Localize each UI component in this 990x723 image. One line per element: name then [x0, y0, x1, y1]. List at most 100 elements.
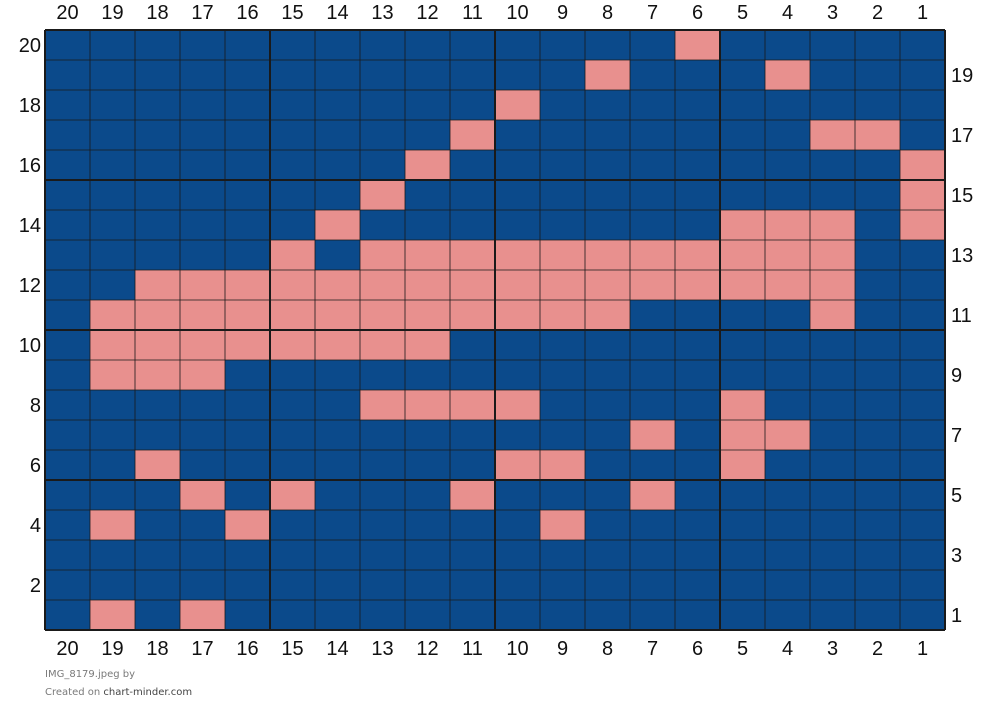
cell-highlighted — [135, 300, 180, 330]
cell — [45, 210, 90, 240]
cell — [585, 480, 630, 510]
cell — [450, 600, 495, 630]
cell — [900, 30, 945, 60]
cell — [45, 120, 90, 150]
cell — [675, 480, 720, 510]
column-label-bottom: 11 — [462, 638, 483, 660]
cell — [900, 510, 945, 540]
cell — [765, 390, 810, 420]
cell — [765, 540, 810, 570]
cell — [45, 480, 90, 510]
cell — [180, 570, 225, 600]
column-label-bottom: 12 — [416, 638, 438, 660]
cell-highlighted — [495, 270, 540, 300]
cell — [900, 60, 945, 90]
cell — [315, 390, 360, 420]
cell-highlighted — [450, 120, 495, 150]
caption-site[interactable]: chart-minder.com — [103, 687, 193, 698]
cell — [585, 570, 630, 600]
cell — [180, 420, 225, 450]
cell — [540, 420, 585, 450]
cell — [765, 150, 810, 180]
cell — [315, 600, 360, 630]
cell — [495, 210, 540, 240]
row-label-left: 6 — [30, 455, 41, 477]
cell — [180, 120, 225, 150]
cell — [360, 540, 405, 570]
cell — [765, 510, 810, 540]
cell — [45, 540, 90, 570]
column-label-bottom: 19 — [101, 638, 123, 660]
cell — [450, 90, 495, 120]
cell — [180, 90, 225, 120]
cell — [180, 510, 225, 540]
cell — [315, 180, 360, 210]
cell — [360, 60, 405, 90]
cell — [585, 150, 630, 180]
cell — [315, 570, 360, 600]
cell — [630, 60, 675, 90]
column-label-top: 8 — [602, 2, 613, 24]
cell — [450, 60, 495, 90]
caption-created-line: Created on chart-minder.com — [45, 687, 192, 698]
cell — [720, 90, 765, 120]
column-label-top: 3 — [827, 2, 838, 24]
cell — [180, 180, 225, 210]
grid-lines — [44, 29, 946, 631]
cell-highlighted — [270, 270, 315, 300]
cell — [225, 120, 270, 150]
cell — [315, 90, 360, 120]
column-label-top: 6 — [692, 2, 703, 24]
column-label-top: 15 — [281, 2, 303, 24]
cell — [450, 450, 495, 480]
cell — [90, 120, 135, 150]
cell — [585, 180, 630, 210]
cell — [225, 210, 270, 240]
cell — [315, 480, 360, 510]
cell — [225, 570, 270, 600]
cell-highlighted — [630, 420, 675, 450]
column-label-top: 19 — [101, 2, 123, 24]
column-label-bottom: 8 — [602, 638, 613, 660]
row-label-right: 15 — [951, 185, 973, 207]
cell — [675, 210, 720, 240]
cell — [810, 510, 855, 540]
cell — [405, 540, 450, 570]
cell — [720, 300, 765, 330]
cell — [405, 180, 450, 210]
cell-highlighted — [720, 240, 765, 270]
column-label-bottom: 4 — [782, 638, 793, 660]
cell — [810, 330, 855, 360]
cell — [90, 30, 135, 60]
row-label-left: 20 — [19, 35, 41, 57]
cell-highlighted — [450, 480, 495, 510]
cell — [855, 570, 900, 600]
cell — [45, 360, 90, 390]
cell-highlighted — [495, 240, 540, 270]
cell — [540, 180, 585, 210]
cell — [45, 240, 90, 270]
cell — [855, 420, 900, 450]
cell — [630, 90, 675, 120]
cell — [45, 390, 90, 420]
cell — [135, 240, 180, 270]
grid-cells — [45, 30, 945, 630]
cell — [855, 180, 900, 210]
cell — [45, 600, 90, 630]
cell-highlighted — [810, 300, 855, 330]
column-label-bottom: 14 — [326, 638, 348, 660]
cell — [360, 600, 405, 630]
cell-highlighted — [900, 210, 945, 240]
cell-highlighted — [270, 240, 315, 270]
cell-highlighted — [585, 300, 630, 330]
column-label-top: 17 — [191, 2, 213, 24]
cell — [270, 420, 315, 450]
cell — [540, 570, 585, 600]
cell-highlighted — [180, 300, 225, 330]
cell-highlighted — [630, 270, 675, 300]
cell — [900, 300, 945, 330]
column-label-top: 2 — [872, 2, 883, 24]
cell — [495, 600, 540, 630]
cell-highlighted — [180, 600, 225, 630]
cell — [720, 510, 765, 540]
